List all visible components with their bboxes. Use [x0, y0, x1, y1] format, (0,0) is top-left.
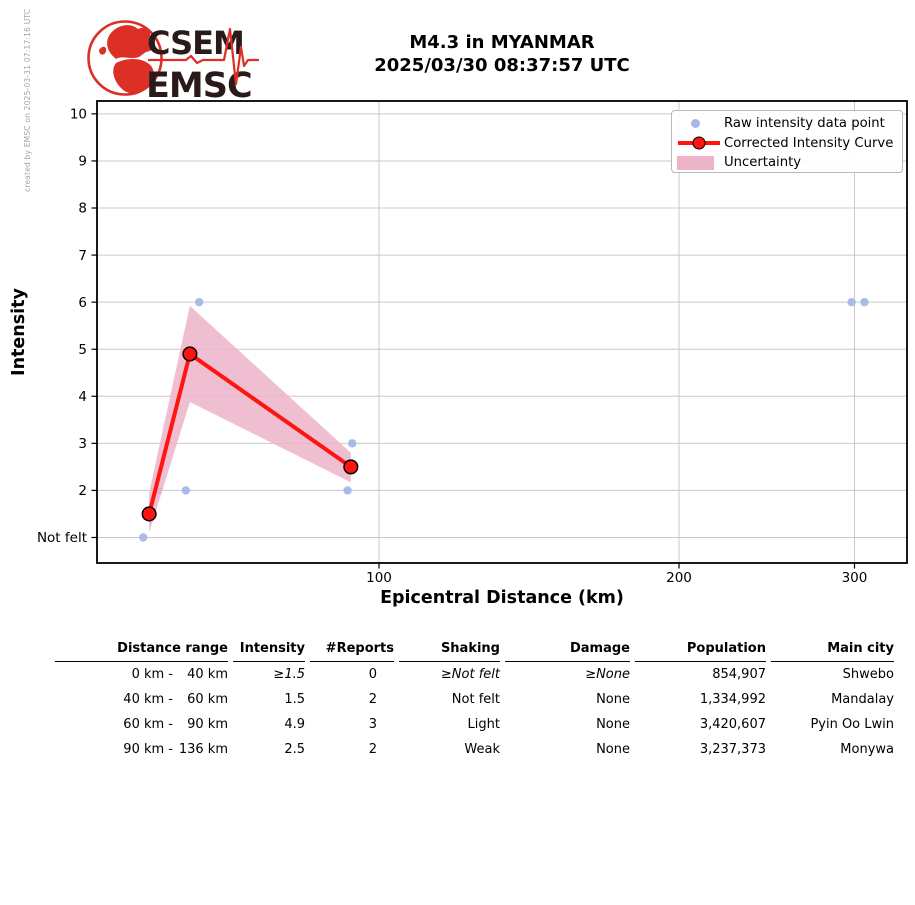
- event-datetime: 2025/03/30 08:37:57 UTC: [374, 55, 630, 76]
- plot-border: [96, 100, 908, 564]
- raw-data-point: [181, 486, 191, 495]
- cell-damage: None: [596, 717, 630, 732]
- legend-item-uncertainty: Uncertainty: [677, 153, 902, 173]
- header-population: Population: [635, 637, 766, 662]
- cell-shaking: Weak: [464, 742, 500, 757]
- raw-data-point: [860, 297, 869, 307]
- legend-uncertainty-swatch-icon: [677, 155, 724, 170]
- csem-emsc-logo: CSEM EMSC: [87, 20, 259, 105]
- cell-reports: 2: [368, 742, 377, 757]
- legend-raw-dot-icon: [677, 119, 724, 129]
- y-tick-label: 10: [70, 107, 87, 123]
- header-main-city: Main city: [771, 637, 894, 662]
- cell-shaking: ≥Not felt: [440, 667, 500, 682]
- cell-population: 1,334,992: [699, 692, 766, 707]
- seismogram-icon: [148, 27, 259, 86]
- intensity-summary-table: Distance range Intensity #Reports Shakin…: [50, 637, 899, 762]
- x-tick-label: 200: [666, 570, 692, 586]
- cell-intensity: ≥1.5: [273, 667, 305, 682]
- cell-intensity: 4.9: [284, 717, 305, 732]
- cell-intensity: 2.5: [284, 742, 305, 757]
- y-axis-title: Intensity: [9, 288, 29, 376]
- raw-data-point: [847, 297, 856, 307]
- cell-range-from: 40 km -: [123, 692, 173, 707]
- legend-curve-label: Corrected Intensity Curve: [724, 135, 894, 151]
- table-header-row: Distance range Intensity #Reports Shakin…: [55, 637, 894, 662]
- raw-data-point: [348, 439, 357, 448]
- legend-item-raw: Raw intensity data point: [677, 114, 902, 134]
- legend-curve-line-icon: [677, 136, 724, 150]
- uncertainty-band: [149, 305, 351, 533]
- cell-reports: 3: [368, 717, 377, 732]
- corrected-curve-marker: [182, 346, 198, 362]
- header-reports: #Reports: [310, 637, 394, 662]
- x-tick-label: 300: [842, 570, 868, 586]
- y-tick-label: 7: [78, 248, 87, 264]
- raw-data-point: [343, 486, 352, 495]
- cell-population: 3,237,373: [699, 742, 766, 757]
- legend-raw-label: Raw intensity data point: [724, 116, 885, 132]
- cell-shaking: Not felt: [451, 692, 500, 707]
- x-tick-label: 100: [366, 570, 392, 586]
- header-shaking: Shaking: [399, 637, 500, 662]
- header-intensity: Intensity: [233, 637, 305, 662]
- table-row: 0 km - 40 km ≥1.5 0 ≥Not felt ≥None 854,…: [55, 662, 894, 687]
- cell-shaking: Light: [467, 717, 500, 732]
- raw-data-point: [139, 533, 148, 542]
- y-tick-label: Not felt: [37, 530, 87, 546]
- cell-reports: 0: [368, 667, 377, 682]
- cell-range-from: 0 km -: [131, 667, 173, 682]
- raw-data-point: [194, 297, 204, 307]
- cell-damage: None: [596, 692, 630, 707]
- y-tick-label: 3: [78, 436, 87, 452]
- cell-main-city: Pyin Oo Lwin: [810, 717, 894, 732]
- y-tick-label: 4: [78, 389, 87, 405]
- corrected-curve-marker: [141, 506, 157, 522]
- cell-population: 3,420,607: [699, 717, 766, 732]
- cell-range-from: 90 km -: [123, 742, 173, 757]
- y-tick-label: 2: [78, 483, 87, 499]
- table-row: 40 km - 60 km 1.5 2 Not felt None 1,334,…: [55, 687, 894, 712]
- cell-population: 854,907: [712, 667, 766, 682]
- cell-main-city: Monywa: [840, 742, 894, 757]
- legend-item-curve: Corrected Intensity Curve: [677, 134, 902, 154]
- y-tick-label: 6: [78, 295, 87, 311]
- cell-intensity: 1.5: [284, 692, 305, 707]
- cell-main-city: Mandalay: [831, 692, 894, 707]
- table-row: 90 km - 136 km 2.5 2 Weak None 3,237,373…: [55, 737, 894, 762]
- cell-damage: ≥None: [585, 667, 630, 682]
- x-axis-title: Epicentral Distance (km): [380, 588, 624, 608]
- cell-range-to: 60 km: [187, 692, 228, 707]
- logo-text-csem: CSEM: [147, 24, 244, 62]
- y-tick-label: 8: [78, 201, 87, 217]
- cell-range-to: 136 km: [178, 742, 228, 757]
- chart-legend: Raw intensity data point Corrected Inten…: [671, 110, 903, 173]
- cell-reports: 2: [368, 692, 377, 707]
- cell-main-city: Shwebo: [842, 667, 894, 682]
- y-tick-label: 5: [78, 342, 87, 358]
- cell-range-from: 60 km -: [123, 717, 173, 732]
- cell-range-to: 40 km: [187, 667, 228, 682]
- page-title: M4.3 in MYANMAR 2025/03/30 08:37:57 UTC: [97, 31, 907, 77]
- table-row: 60 km - 90 km 4.9 3 Light None 3,420,607…: [55, 712, 894, 737]
- event-title: M4.3 in MYANMAR: [409, 32, 595, 53]
- globe-icon: [87, 20, 163, 96]
- cell-range-to: 90 km: [187, 717, 228, 732]
- cell-damage: None: [596, 742, 630, 757]
- y-tick-label: 9: [78, 154, 87, 170]
- legend-uncertainty-label: Uncertainty: [724, 155, 802, 171]
- header-distance-range: Distance range: [55, 637, 228, 662]
- header-damage: Damage: [505, 637, 630, 662]
- corrected-curve-marker: [343, 459, 359, 475]
